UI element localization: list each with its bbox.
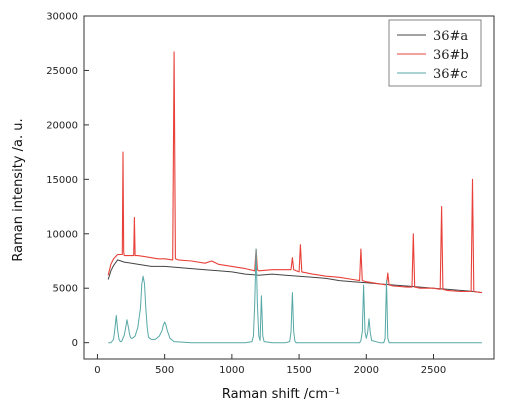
y-tick-label: 5000 xyxy=(53,284,78,295)
y-tick-label: 30000 xyxy=(46,12,78,23)
legend-label-36b: 36#b xyxy=(433,48,469,63)
y-tick-label: 25000 xyxy=(46,66,78,77)
x-tick-label: 2500 xyxy=(421,365,446,376)
x-axis: 0 500 1000 1500 2000 2500 xyxy=(94,354,446,376)
y-axis-title: Raman intensity /a. u. xyxy=(11,118,26,261)
x-tick-label: 1000 xyxy=(219,365,244,376)
legend: 36#a 36#b 36#c xyxy=(388,19,482,87)
x-axis-title: Raman shift /cm⁻¹ xyxy=(222,387,340,402)
legend-label-36c: 36#c xyxy=(433,67,468,82)
y-tick-label: 15000 xyxy=(46,175,78,186)
series-line-36a xyxy=(107,259,482,294)
series-line-36c xyxy=(108,248,482,344)
x-tick-label: 500 xyxy=(155,365,174,376)
legend-box xyxy=(388,19,482,87)
plot-frame xyxy=(83,15,495,360)
series-line-36b xyxy=(107,51,482,294)
y-tick-label: 0 xyxy=(72,338,78,349)
y-tick-label: 20000 xyxy=(46,120,78,131)
legend-label-36a: 36#a xyxy=(433,29,468,44)
x-tick-label: 0 xyxy=(94,365,100,376)
y-tick-label: 10000 xyxy=(46,229,78,240)
x-tick-label: 2000 xyxy=(354,365,379,376)
y-axis: 0 5000 10000 15000 20000 25000 30000 xyxy=(46,12,89,349)
x-tick-label: 1500 xyxy=(286,365,311,376)
series-group xyxy=(107,51,482,344)
